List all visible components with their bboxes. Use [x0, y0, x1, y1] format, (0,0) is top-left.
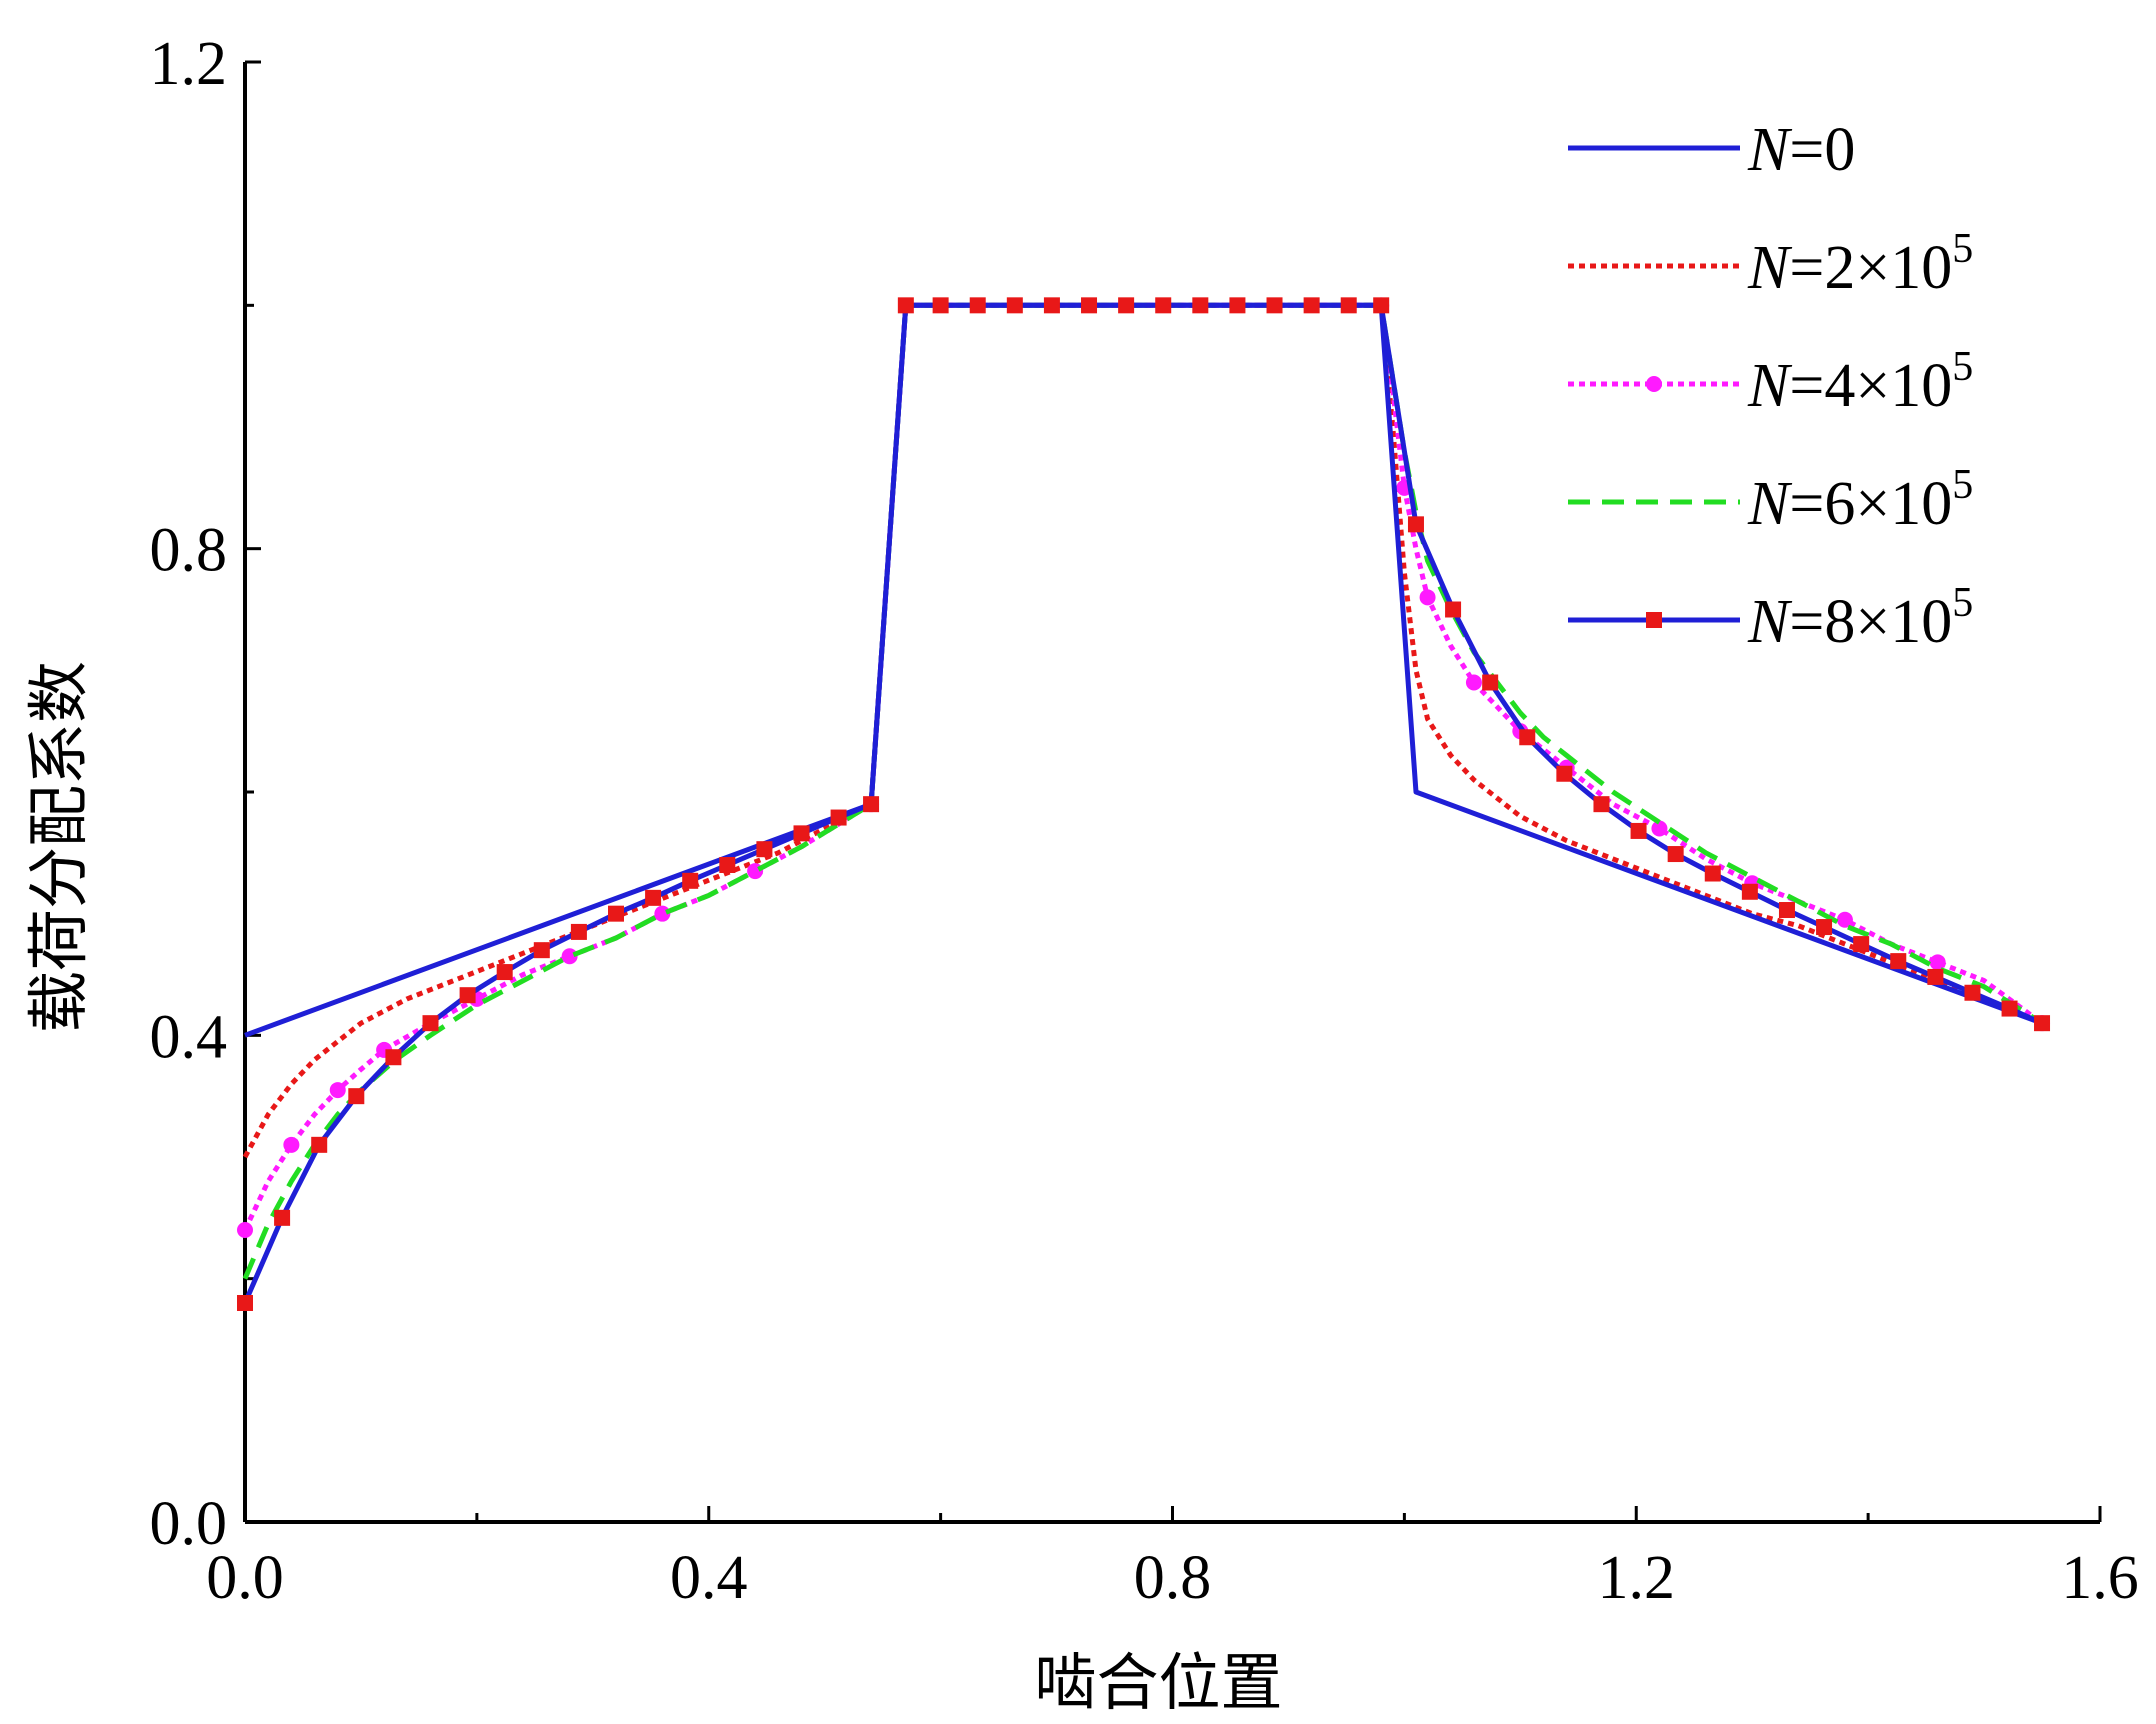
data-point	[1741, 883, 1758, 900]
x-tick-label: 0.4	[670, 1544, 748, 1612]
series-2	[242, 302, 2043, 1159]
data-point	[1667, 846, 1684, 863]
series-line	[242, 302, 2043, 1159]
legend-entry-4: N=6×105	[1568, 462, 1973, 538]
data-point	[274, 1209, 291, 1226]
y-tick-label: 0.8	[150, 517, 228, 585]
data-point	[422, 1015, 439, 1032]
data-point	[1519, 729, 1536, 746]
y-axis-title: 载荷分配系数	[22, 661, 95, 1033]
legend-entry-5: N=8×105	[1568, 580, 1973, 656]
legend-marker	[1646, 376, 1662, 392]
data-point	[1407, 516, 1424, 533]
x-tick-label: 0.8	[1134, 1544, 1212, 1612]
data-point	[570, 923, 587, 940]
data-point	[969, 297, 986, 314]
data-point	[1929, 954, 1946, 971]
legend: N=0 N=2×105 N=4×105 N=6×105 N=8×105	[1568, 116, 1973, 656]
y-tick-label: 1.2	[150, 30, 228, 98]
data-point	[756, 841, 773, 858]
data-point	[237, 1222, 253, 1238]
data-point	[1593, 796, 1610, 813]
series-5	[237, 297, 2051, 1311]
legend-entry-3: N=4×105	[1568, 344, 1973, 420]
data-point	[645, 889, 662, 906]
data-point	[793, 825, 810, 842]
data-point	[1155, 297, 1172, 314]
data-point	[1964, 984, 1981, 1001]
data-point	[1081, 297, 1098, 314]
series-line	[242, 302, 2044, 1280]
legend-label: N=4×105	[1747, 344, 1973, 420]
x-tick-label: 1.2	[1598, 1544, 1676, 1612]
data-point	[1836, 911, 1853, 928]
data-point	[2034, 1015, 2051, 1032]
legend-label: N=8×105	[1747, 580, 1973, 656]
series-line	[242, 302, 2044, 1232]
series-4	[242, 302, 2044, 1280]
data-point	[1229, 297, 1246, 314]
data-point	[897, 297, 914, 314]
data-point	[311, 1136, 328, 1153]
data-point	[719, 857, 736, 873]
data-point	[1266, 297, 1283, 314]
legend-entry-2: N=2×105	[1568, 226, 1973, 302]
data-point	[1419, 589, 1436, 606]
data-point	[1816, 919, 1833, 936]
data-point	[1465, 674, 1482, 691]
data-point	[1118, 297, 1135, 314]
data-point	[1006, 297, 1023, 314]
legend-label: N=6×105	[1747, 462, 1973, 538]
axes: 0.0 0.4 0.8 1.2 1.6 0.0 0.4 0.8 1.2	[150, 30, 2139, 1612]
data-point	[1043, 297, 1060, 314]
legend-label: N=0	[1747, 116, 1855, 184]
data-point	[682, 872, 699, 889]
x-axis-title: 啮合位置	[1034, 1646, 1282, 1719]
y-tick-label: 0.4	[150, 1003, 228, 1071]
x-tick-label: 0.0	[206, 1544, 284, 1612]
data-point	[533, 942, 550, 959]
data-point	[1890, 953, 1907, 970]
series-3	[237, 297, 2051, 1238]
series-line	[242, 302, 2044, 1304]
data-point	[459, 987, 476, 1004]
data-point	[348, 1088, 365, 1105]
legend-label: N=2×105	[1747, 226, 1973, 302]
x-axis-ticks: 0.0 0.4 0.8 1.2 1.6	[206, 1506, 2139, 1612]
data-point	[1303, 297, 1320, 314]
data-point	[1927, 968, 1944, 985]
data-point	[1373, 297, 1390, 314]
data-point	[1192, 297, 1209, 314]
legend-entry-1: N=0	[1568, 116, 1855, 184]
data-point	[830, 809, 847, 826]
series-layer	[237, 297, 2051, 1311]
data-point	[2001, 1000, 2018, 1017]
data-point	[1630, 822, 1647, 839]
data-point	[1556, 765, 1573, 782]
data-point	[1651, 820, 1668, 837]
data-point	[1340, 297, 1357, 314]
y-tick-label: 0.0	[150, 1490, 228, 1558]
data-point	[496, 964, 513, 981]
x-tick-label: 1.6	[2061, 1544, 2139, 1612]
data-point	[385, 1049, 402, 1066]
data-point	[1482, 674, 1499, 691]
data-point	[283, 1136, 300, 1153]
data-point	[1853, 936, 1870, 953]
data-point	[237, 1295, 253, 1311]
data-point	[608, 905, 624, 922]
data-point	[932, 297, 949, 314]
data-point	[1778, 902, 1795, 919]
data-point	[1704, 865, 1721, 882]
data-point	[329, 1082, 346, 1099]
data-point	[1445, 601, 1462, 618]
y-axis-ticks: 0.0 0.4 0.8 1.2	[150, 30, 261, 1558]
legend-marker	[1646, 612, 1662, 628]
data-point	[863, 796, 880, 813]
